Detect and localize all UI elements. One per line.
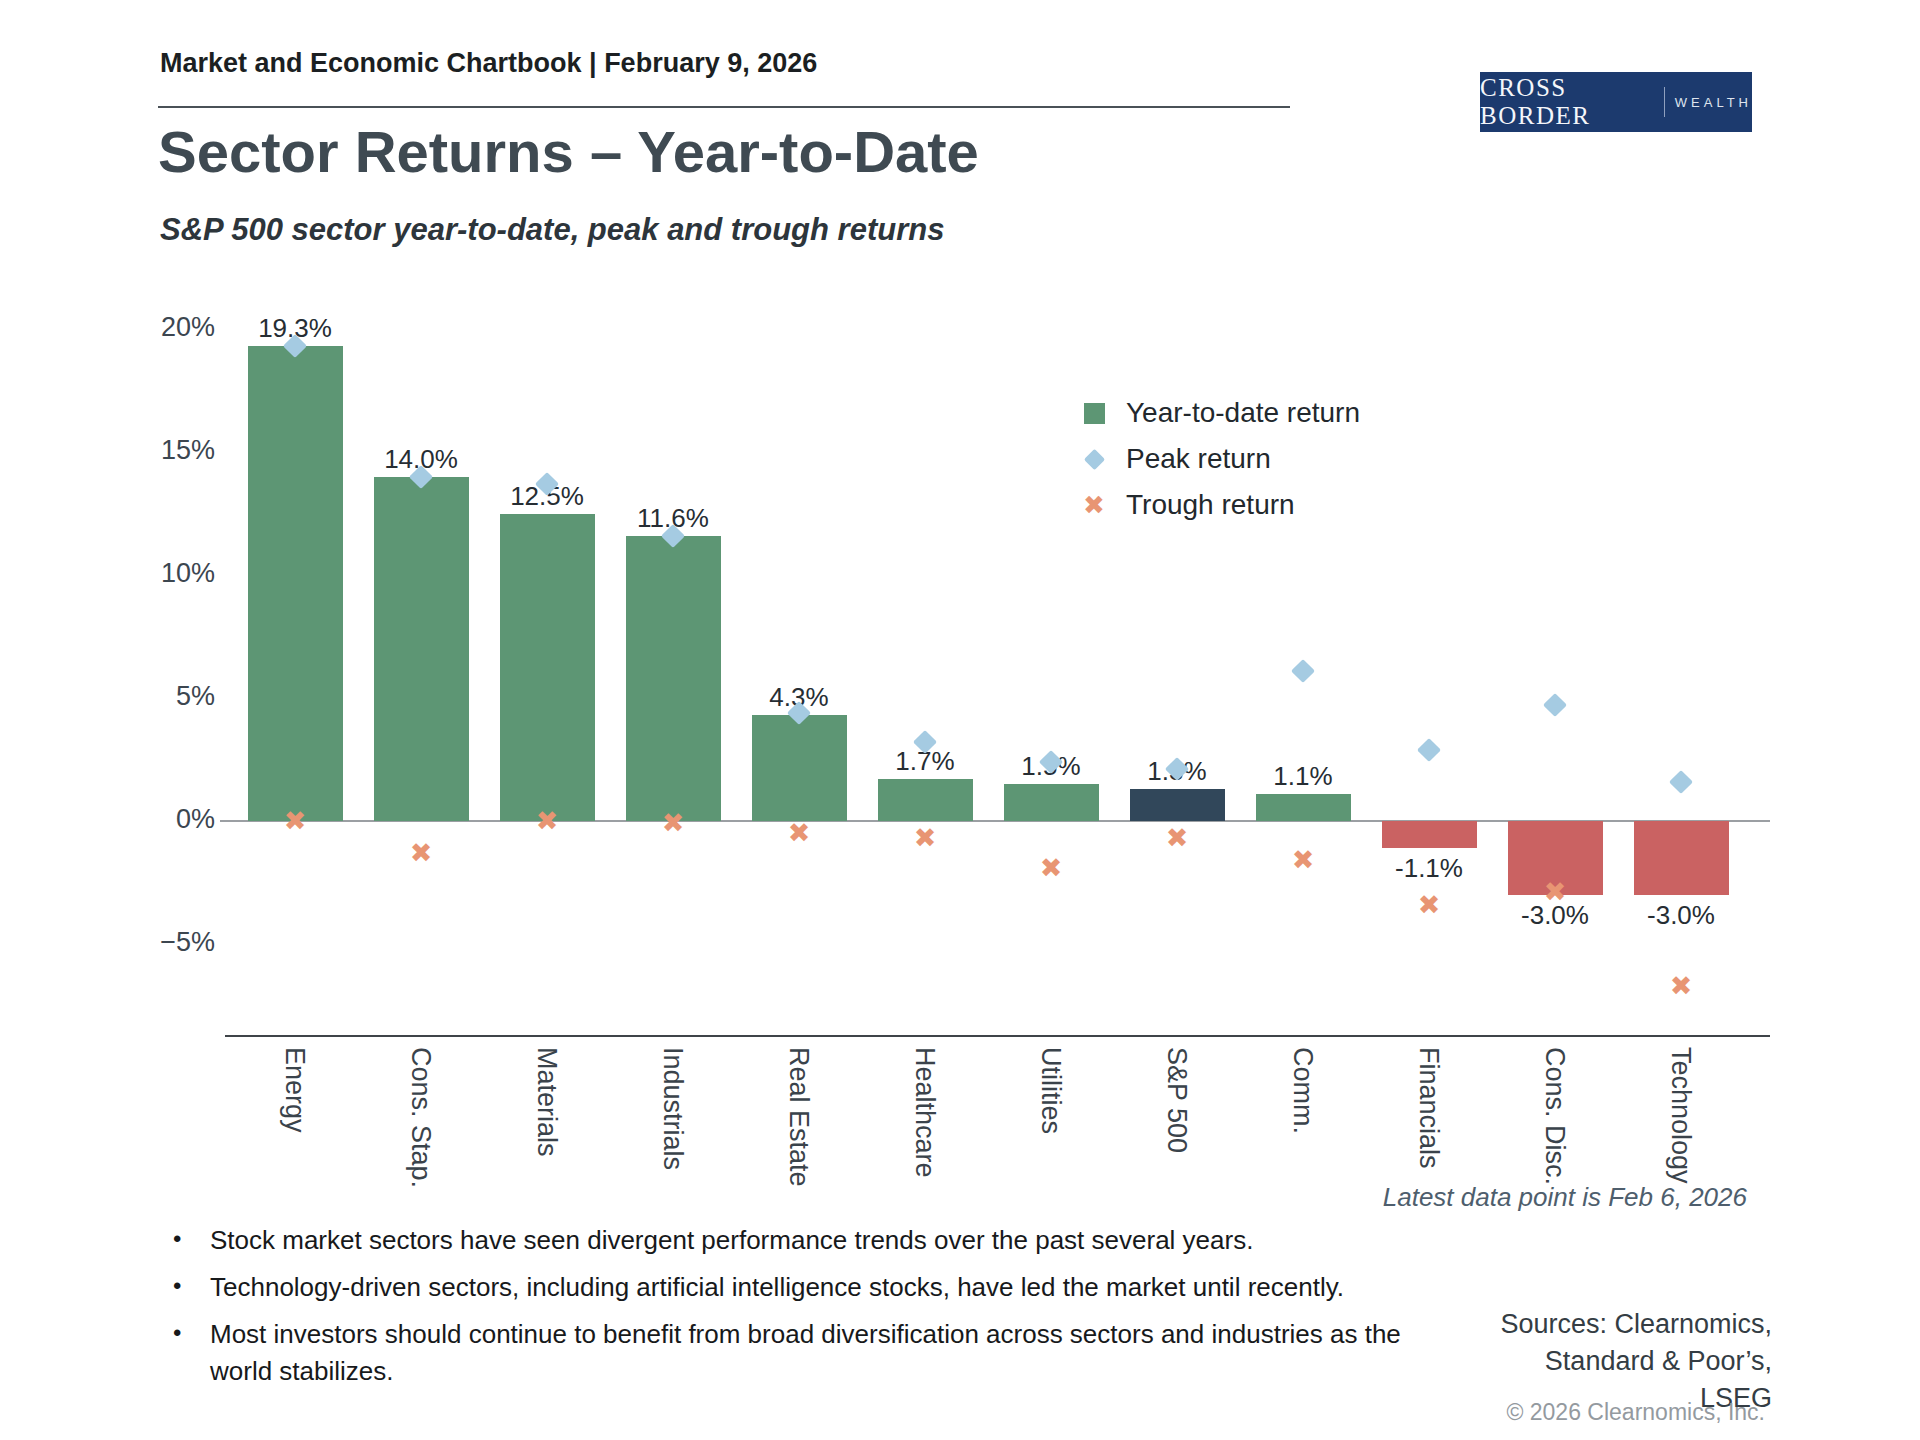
trough-marker: ✖ <box>1040 854 1063 881</box>
latest-data-note: Latest data point is Feb 6, 2026 <box>1383 1182 1747 1213</box>
x-axis-label-industrials: Industrials <box>657 1047 688 1170</box>
chart-legend: Year-to-date return Peak return ✖ Trough re… <box>1080 390 1360 528</box>
x-axis-label-healthcare: Healthcare <box>909 1047 940 1178</box>
bar-s-p-500 <box>1130 789 1225 821</box>
legend-swatch <box>1083 448 1104 469</box>
bar-value-label: -3.0% <box>1611 900 1751 931</box>
trough-marker: ✖ <box>410 839 433 866</box>
bar-cons-stap <box>374 477 469 821</box>
x-axis-label-real-estate: Real Estate <box>783 1047 814 1187</box>
x-axis-label-cons-stap: Cons. Stap. <box>405 1047 436 1188</box>
trough-marker: ✖ <box>1166 825 1189 852</box>
bar-financials <box>1382 821 1477 848</box>
x-axis-label-comm: Comm. <box>1287 1047 1318 1134</box>
source-line: Sources: Clearnomics, <box>1500 1306 1772 1343</box>
y-tick-label: 10% <box>160 558 215 589</box>
peak-marker <box>1669 770 1693 794</box>
trough-marker: ✖ <box>914 825 937 852</box>
legend-label: Trough return <box>1126 489 1295 521</box>
peak-diamond-icon <box>1080 452 1108 467</box>
trough-marker: ✖ <box>1292 847 1315 874</box>
bar-healthcare <box>878 779 973 821</box>
page-subtitle: S&P 500 sector year-to-date, peak and tr… <box>160 212 944 248</box>
bar-comm <box>1256 794 1351 821</box>
legend-swatch <box>1084 403 1105 424</box>
x-axis-label-materials: Materials <box>531 1047 562 1157</box>
chartbook-page: { "header": { "title": "Market and Econo… <box>0 0 1920 1440</box>
bullet-item: Most investors should continue to benefi… <box>165 1316 1435 1390</box>
x-axis-line <box>225 1035 1770 1037</box>
peak-marker <box>1417 738 1441 762</box>
logo-divider <box>1664 87 1665 117</box>
legend-label: Peak return <box>1126 443 1271 475</box>
trough-marker: ✖ <box>1544 879 1567 906</box>
legend-swatch: ✖ <box>1083 492 1105 518</box>
y-tick-label: −5% <box>160 927 215 958</box>
legend-item-trough-return: ✖ Trough return <box>1080 482 1360 528</box>
source-line: Standard & Poor’s, <box>1500 1343 1772 1380</box>
trough-x-icon: ✖ <box>1080 492 1108 518</box>
trough-marker: ✖ <box>1418 891 1441 918</box>
report-header: Market and Economic Chartbook | February… <box>160 48 817 79</box>
y-tick-label: 20% <box>160 312 215 343</box>
logo-primary-text: CROSS BORDER <box>1480 74 1654 130</box>
x-axis-label-s-p-500: S&P 500 <box>1161 1047 1192 1153</box>
legend-item-peak-return: Peak return <box>1080 436 1360 482</box>
peak-marker <box>1291 659 1315 683</box>
trough-marker: ✖ <box>536 808 559 835</box>
sector-returns-chart: Year-to-date return Peak return ✖ Trough re… <box>160 300 1820 1075</box>
y-tick-label: 5% <box>160 681 215 712</box>
logo-secondary-text: WEALTH <box>1675 95 1752 110</box>
legend-label: Year-to-date return <box>1126 397 1360 429</box>
x-axis-label-cons-disc: Cons. Disc. <box>1539 1047 1570 1185</box>
bar-materials <box>500 514 595 822</box>
y-tick-label: 15% <box>160 435 215 466</box>
bullet-item: Stock market sectors have seen divergent… <box>165 1222 1435 1259</box>
y-tick-label: 0% <box>160 804 215 835</box>
header-divider <box>158 106 1290 108</box>
page-title: Sector Returns – Year-to-Date <box>158 118 979 185</box>
commentary-bullets: Stock market sectors have seen divergent… <box>165 1222 1435 1400</box>
legend-item-year-to-date-return: Year-to-date return <box>1080 390 1360 436</box>
x-axis-label-financials: Financials <box>1413 1047 1444 1169</box>
trough-marker: ✖ <box>284 808 307 835</box>
bullet-item: Technology-driven sectors, including art… <box>165 1269 1435 1306</box>
bar-technology <box>1634 821 1729 895</box>
copyright-text: © 2026 Clearnomics, Inc. <box>1506 1399 1765 1426</box>
x-axis-label-utilities: Utilities <box>1035 1047 1066 1134</box>
ytd-square-icon <box>1080 403 1108 424</box>
bar-utilities <box>1004 784 1099 821</box>
x-axis-label-energy: Energy <box>279 1047 310 1133</box>
peak-marker <box>1543 693 1567 717</box>
x-axis-label-technology: Technology <box>1665 1047 1696 1184</box>
bar-value-label: 1.1% <box>1233 761 1373 792</box>
bar-value-label: -1.1% <box>1359 853 1499 884</box>
trough-marker: ✖ <box>662 810 685 837</box>
bar-industrials <box>626 536 721 821</box>
bar-energy <box>248 346 343 821</box>
bar-real-estate <box>752 715 847 821</box>
trough-marker: ✖ <box>1670 972 1693 999</box>
cross-border-wealth-logo: CROSS BORDER WEALTH <box>1480 72 1752 132</box>
trough-marker: ✖ <box>788 820 811 847</box>
